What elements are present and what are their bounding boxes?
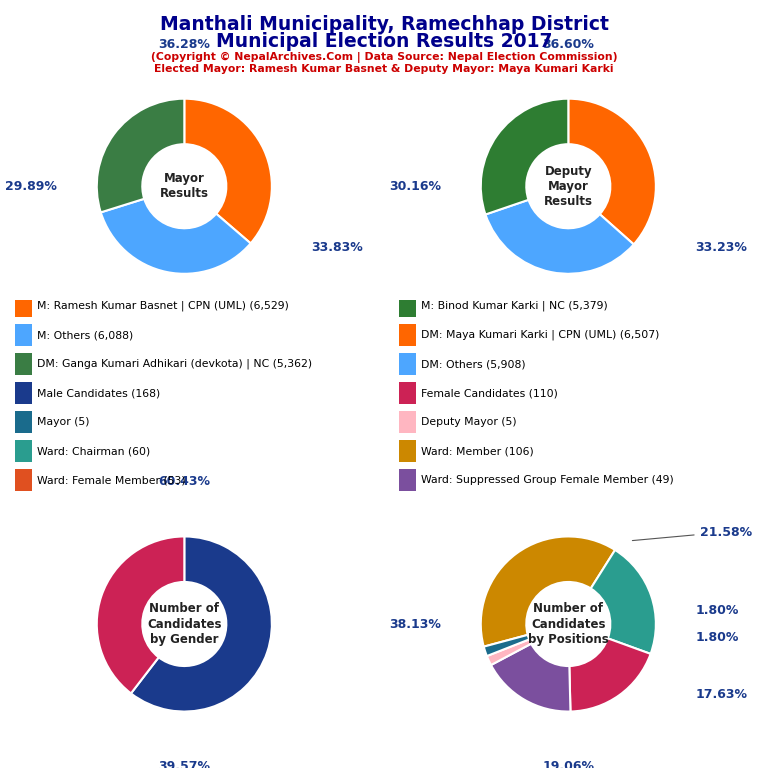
Text: 1.80%: 1.80% <box>695 631 739 644</box>
Bar <box>399 440 416 462</box>
Text: Municipal Election Results 2017: Municipal Election Results 2017 <box>216 32 552 51</box>
Text: Number of
Candidates
by Gender: Number of Candidates by Gender <box>147 603 222 645</box>
Text: 19.06%: 19.06% <box>542 760 594 768</box>
Bar <box>399 469 416 491</box>
Text: 1.80%: 1.80% <box>695 604 739 617</box>
Text: 17.63%: 17.63% <box>695 687 747 700</box>
Text: 21.58%: 21.58% <box>632 525 752 541</box>
Text: Ward: Suppressed Group Female Member (49): Ward: Suppressed Group Female Member (49… <box>421 475 674 485</box>
Wedge shape <box>101 199 250 273</box>
Wedge shape <box>485 200 634 273</box>
Text: Ward: Female Member (53): Ward: Female Member (53) <box>37 475 186 485</box>
Text: 60.43%: 60.43% <box>158 475 210 488</box>
Bar <box>15 324 32 346</box>
Text: DM: Maya Kumari Karki | CPN (UML) (6,507): DM: Maya Kumari Karki | CPN (UML) (6,507… <box>421 329 659 340</box>
Text: Mayor (5): Mayor (5) <box>37 417 89 427</box>
Bar <box>15 295 32 316</box>
Text: Ward: Chairman (60): Ward: Chairman (60) <box>37 446 150 456</box>
Wedge shape <box>591 550 656 654</box>
Text: Manthali Municipality, Ramechhap District: Manthali Municipality, Ramechhap Distric… <box>160 15 608 35</box>
Bar <box>15 440 32 462</box>
Text: Number of
Candidates
by Positions: Number of Candidates by Positions <box>528 603 609 645</box>
Bar <box>15 353 32 375</box>
Wedge shape <box>491 644 571 711</box>
Bar <box>399 353 416 375</box>
Text: 29.89%: 29.89% <box>5 180 58 193</box>
Text: 33.83%: 33.83% <box>311 241 363 254</box>
Text: Deputy Mayor (5): Deputy Mayor (5) <box>421 417 517 427</box>
Text: 38.13%: 38.13% <box>389 617 442 631</box>
Wedge shape <box>184 99 272 243</box>
Wedge shape <box>487 640 531 665</box>
Text: Deputy
Mayor
Results: Deputy Mayor Results <box>544 165 593 207</box>
Wedge shape <box>481 537 615 647</box>
Wedge shape <box>484 635 529 656</box>
Text: Mayor
Results: Mayor Results <box>160 172 209 200</box>
Wedge shape <box>97 536 184 694</box>
Text: 39.57%: 39.57% <box>158 760 210 768</box>
Bar <box>399 382 416 404</box>
Wedge shape <box>568 99 656 244</box>
Bar <box>399 324 416 346</box>
Wedge shape <box>481 99 568 214</box>
Text: 36.28%: 36.28% <box>158 38 210 51</box>
Text: DM: Ganga Kumari Adhikari (devkota) | NC (5,362): DM: Ganga Kumari Adhikari (devkota) | NC… <box>37 359 312 369</box>
Text: Male Candidates (168): Male Candidates (168) <box>37 388 160 398</box>
Bar <box>399 412 416 433</box>
Text: Ward: Member (106): Ward: Member (106) <box>421 446 534 456</box>
Bar <box>399 295 416 316</box>
Text: M: Ramesh Kumar Basnet | CPN (UML) (6,529): M: Ramesh Kumar Basnet | CPN (UML) (6,52… <box>37 301 289 311</box>
Text: Elected Mayor: Ramesh Kumar Basnet & Deputy Mayor: Maya Kumari Karki: Elected Mayor: Ramesh Kumar Basnet & Dep… <box>154 64 614 74</box>
Text: (Copyright © NepalArchives.Com | Data Source: Nepal Election Commission): (Copyright © NepalArchives.Com | Data So… <box>151 51 617 62</box>
Text: Female Candidates (110): Female Candidates (110) <box>421 388 558 398</box>
Wedge shape <box>97 99 184 213</box>
Text: 33.23%: 33.23% <box>695 241 747 254</box>
Bar <box>15 412 32 433</box>
Text: DM: Others (5,908): DM: Others (5,908) <box>421 359 525 369</box>
Text: M: Binod Kumar Karki | NC (5,379): M: Binod Kumar Karki | NC (5,379) <box>421 301 607 311</box>
Text: 36.60%: 36.60% <box>542 38 594 51</box>
Wedge shape <box>569 638 650 711</box>
Text: M: Others (6,088): M: Others (6,088) <box>37 330 133 340</box>
Bar <box>15 469 32 491</box>
Text: 30.16%: 30.16% <box>389 180 442 193</box>
Bar <box>15 382 32 404</box>
Wedge shape <box>131 536 272 711</box>
